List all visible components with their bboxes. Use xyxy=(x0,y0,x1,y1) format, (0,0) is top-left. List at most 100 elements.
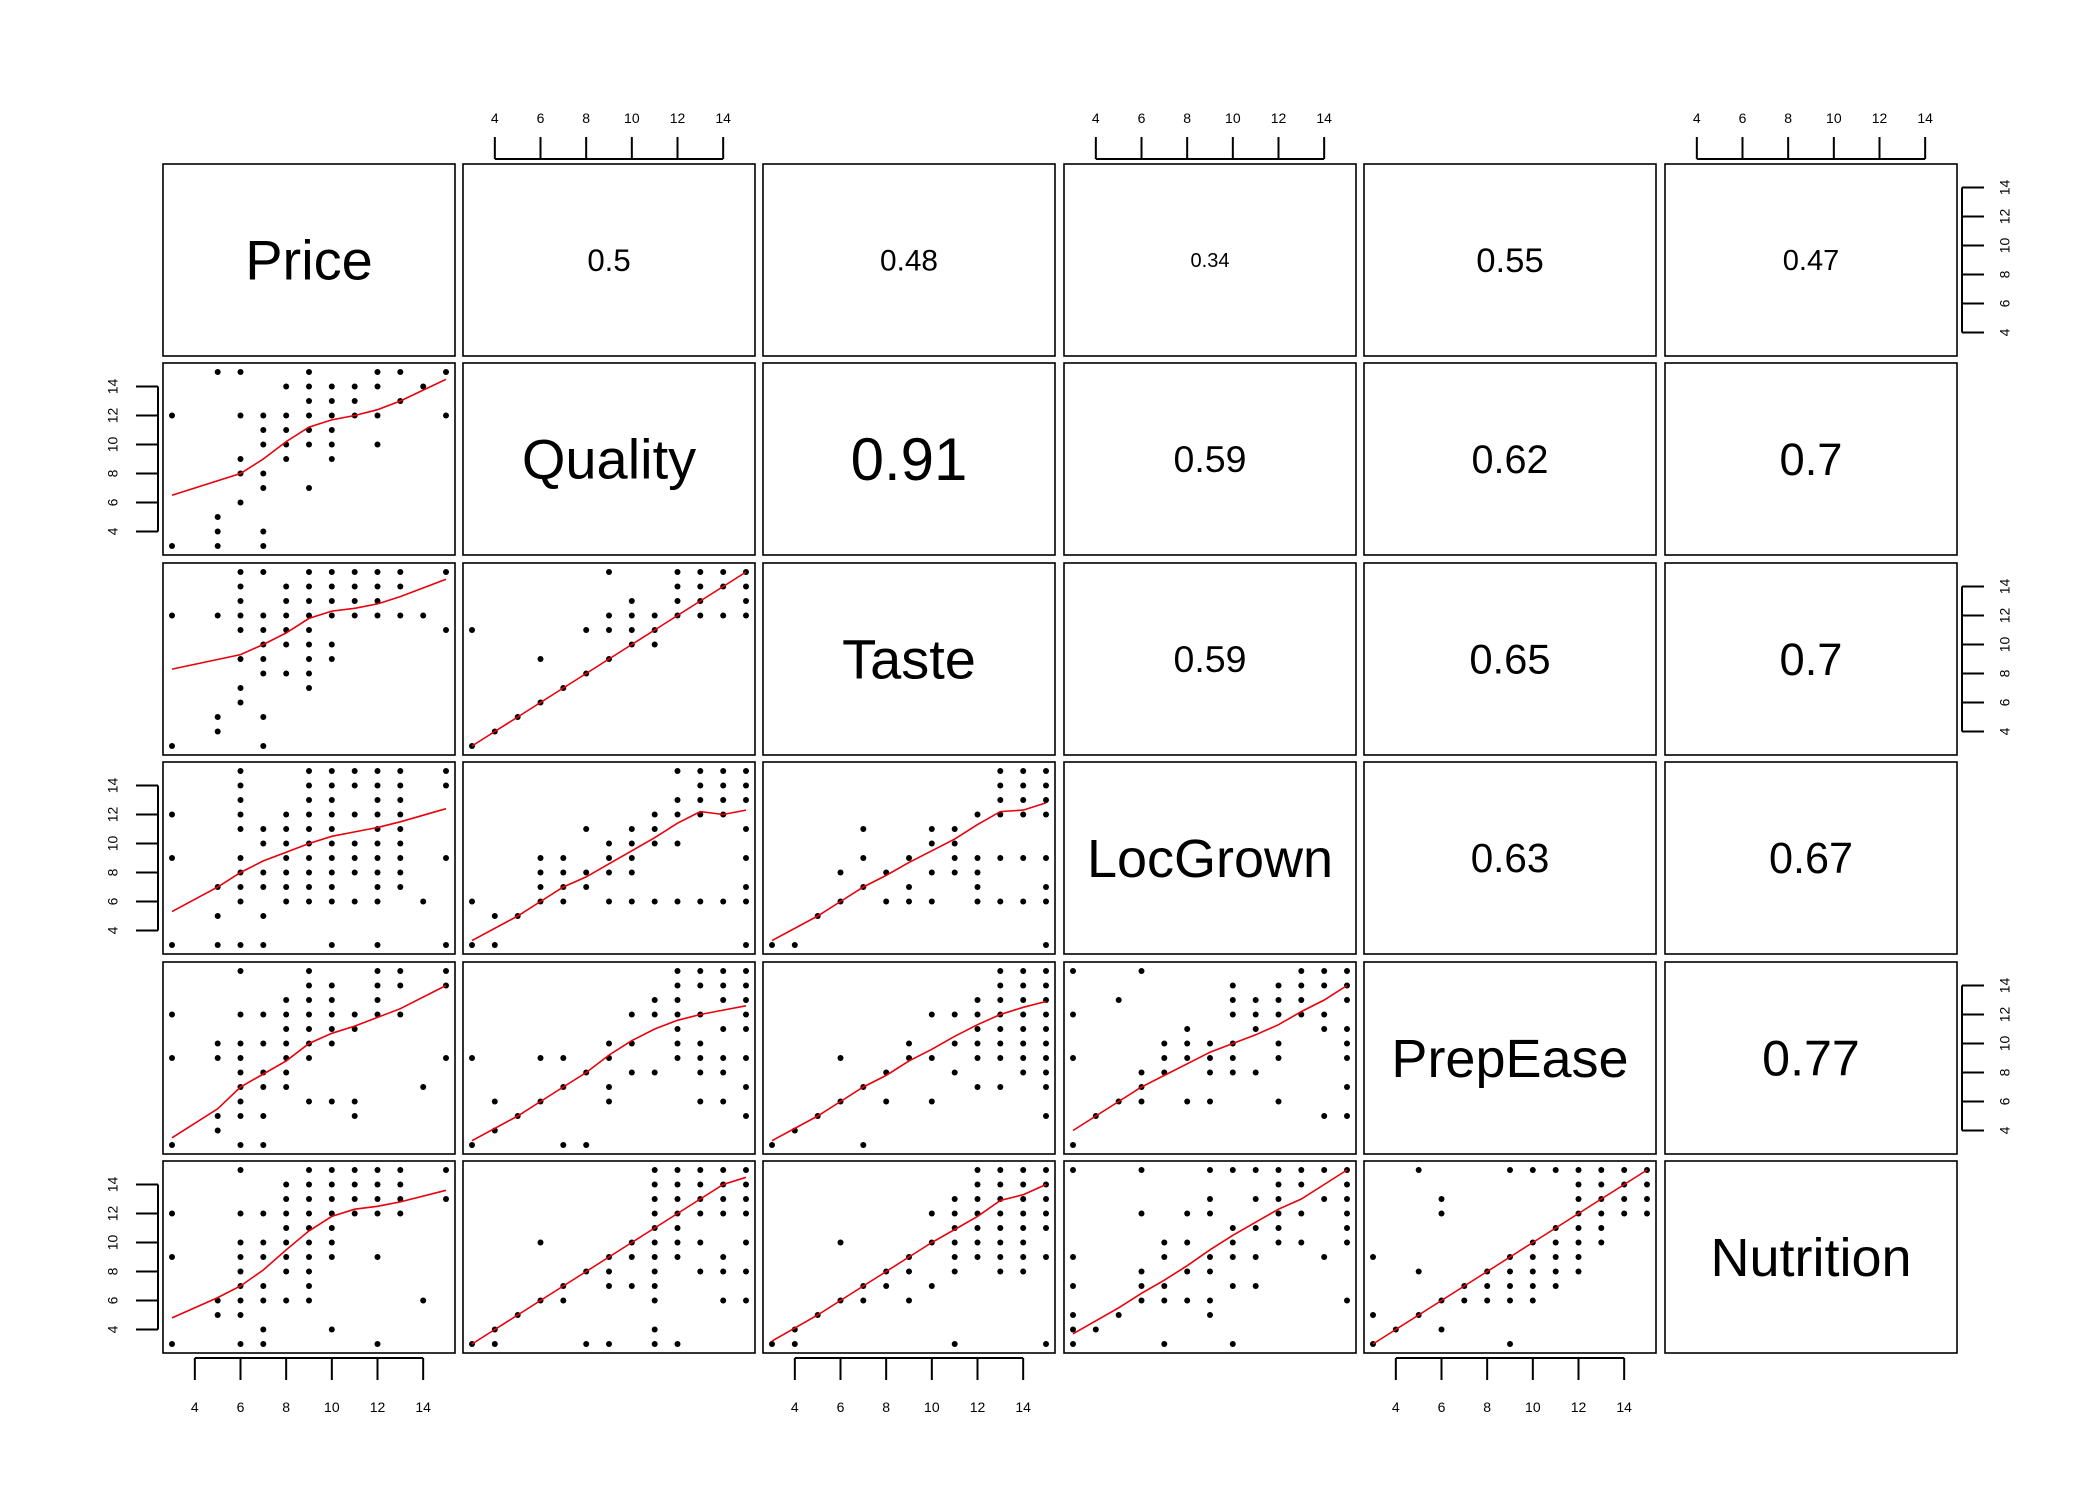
tick-label: 4 xyxy=(1997,727,2013,735)
data-point xyxy=(397,1210,404,1217)
data-point xyxy=(443,569,449,575)
data-point xyxy=(674,1254,681,1260)
data-point xyxy=(1621,1167,1628,1173)
tick-label: 6 xyxy=(237,1399,245,1415)
data-point xyxy=(306,383,312,390)
data-point xyxy=(697,1210,704,1217)
data-point xyxy=(469,1142,475,1148)
data-point xyxy=(720,768,727,774)
tick-label: 14 xyxy=(1616,1399,1632,1415)
data-point xyxy=(351,1167,358,1173)
data-point xyxy=(1252,1026,1259,1032)
data-point xyxy=(606,627,612,633)
data-point xyxy=(260,670,267,677)
data-point xyxy=(651,1069,658,1076)
data-point xyxy=(1344,1040,1350,1047)
data-point xyxy=(306,656,312,662)
data-point xyxy=(397,1181,404,1188)
axis-bottom-0: 4 6 8 10 12 14 xyxy=(191,1357,431,1415)
data-point xyxy=(306,612,312,619)
data-point xyxy=(169,1210,175,1217)
data-point xyxy=(260,1254,267,1260)
data-point xyxy=(374,884,381,890)
data-point xyxy=(237,811,244,818)
tick-label: 4 xyxy=(1997,328,2013,336)
data-point xyxy=(674,797,681,803)
data-point xyxy=(283,1268,290,1275)
data-point xyxy=(397,869,404,876)
data-point xyxy=(237,583,244,590)
data-point xyxy=(328,1026,335,1032)
data-point xyxy=(1298,1167,1305,1173)
data-point xyxy=(606,898,612,905)
data-point xyxy=(237,1210,244,1217)
data-point xyxy=(260,1210,267,1217)
data-point xyxy=(328,869,335,876)
data-point xyxy=(306,412,312,419)
panel-3-1 xyxy=(462,761,756,955)
data-point xyxy=(169,543,175,549)
data-point xyxy=(1529,1254,1536,1260)
data-point xyxy=(1598,1181,1605,1188)
data-point xyxy=(697,782,704,789)
data-point xyxy=(720,1026,727,1032)
data-point xyxy=(169,412,175,419)
smoother-line xyxy=(771,802,1047,942)
data-point xyxy=(283,1225,290,1231)
data-point xyxy=(743,797,749,803)
tick-label: 12 xyxy=(105,408,121,424)
data-point xyxy=(1020,1055,1027,1061)
data-point xyxy=(651,1011,658,1018)
data-point xyxy=(1207,1196,1213,1202)
data-point xyxy=(674,768,681,774)
data-point xyxy=(928,1210,935,1217)
data-point xyxy=(328,1167,335,1173)
data-point xyxy=(1184,1239,1191,1246)
data-point xyxy=(651,840,658,847)
data-point xyxy=(328,811,335,818)
data-point xyxy=(237,1254,244,1260)
data-point xyxy=(1507,1341,1513,1347)
data-point xyxy=(1621,1210,1628,1217)
panel-1-2 xyxy=(762,362,1056,556)
data-point xyxy=(697,1098,704,1105)
data-point xyxy=(1184,1268,1191,1275)
scatter-taste-vs-locgrown xyxy=(769,768,1049,948)
data-point xyxy=(697,569,704,575)
tick-label: 4 xyxy=(1693,110,1701,126)
data-point xyxy=(397,855,404,861)
data-point xyxy=(260,1341,267,1347)
data-point xyxy=(1229,1167,1236,1173)
variable-label-price: Price xyxy=(245,229,373,292)
data-point xyxy=(214,714,221,720)
tick-label: 8 xyxy=(1997,669,2013,677)
tick-label: 6 xyxy=(1997,1097,2013,1105)
data-point xyxy=(697,1055,704,1061)
data-point xyxy=(837,869,844,876)
data-point xyxy=(1298,1181,1305,1188)
data-point xyxy=(1275,1181,1282,1188)
data-point xyxy=(260,441,267,448)
data-point xyxy=(283,612,290,619)
data-point xyxy=(1321,1196,1328,1202)
data-point xyxy=(606,855,612,861)
tick-label: 12 xyxy=(105,807,121,823)
data-point xyxy=(974,997,981,1003)
panel-1-1 xyxy=(462,362,756,556)
data-point xyxy=(214,913,221,919)
data-point xyxy=(1344,1113,1350,1119)
data-point xyxy=(491,913,498,919)
panel-3-3 xyxy=(1063,761,1357,955)
data-point xyxy=(560,1297,567,1304)
data-point xyxy=(1020,855,1027,861)
smoother-line xyxy=(1072,1169,1348,1335)
data-point xyxy=(169,1142,175,1148)
data-point xyxy=(1229,997,1236,1003)
data-point xyxy=(674,840,681,847)
data-point xyxy=(420,898,427,905)
data-point xyxy=(1161,1297,1168,1304)
data-point xyxy=(697,583,704,590)
data-point xyxy=(328,942,335,948)
data-point xyxy=(397,826,404,832)
data-point xyxy=(628,826,635,832)
